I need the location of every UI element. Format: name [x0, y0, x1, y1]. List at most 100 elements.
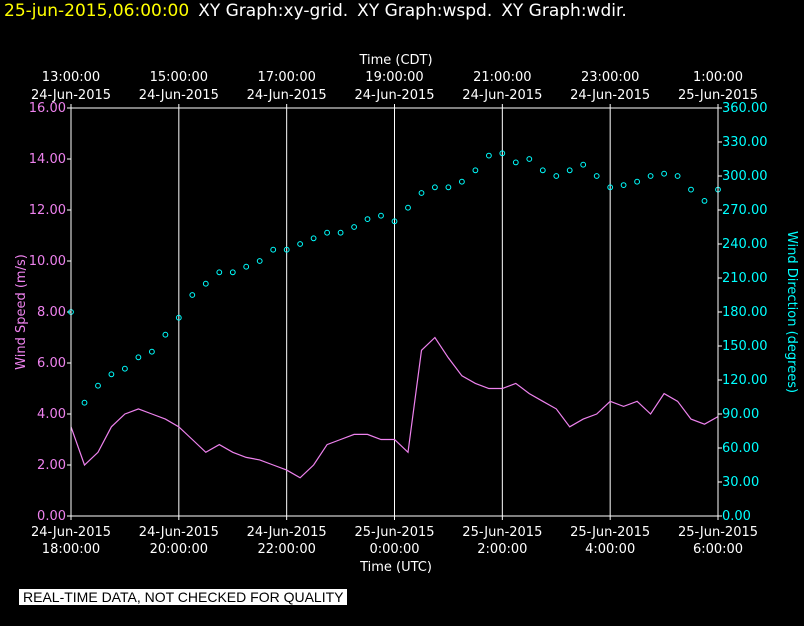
top-tick-date: 24-Jun-2015 — [247, 88, 327, 103]
right-tick-label: 180.00 — [722, 305, 768, 320]
top-tick-time: 21:00:00 — [473, 70, 531, 85]
left-tick-label: 0.00 — [37, 509, 66, 524]
wind-direction-point — [486, 152, 492, 159]
header-date: 25-jun-2015,06:00:00 — [4, 1, 190, 21]
wind-direction-point — [405, 204, 411, 211]
wind-direction-point — [593, 173, 600, 179]
wind-direction-point — [202, 280, 209, 287]
wind-direction-point — [297, 241, 304, 247]
header-title-wdir: XY Graph:wdir. — [501, 1, 627, 21]
bottom-tick-time: 0:00:00 — [369, 542, 419, 557]
wind-direction-point — [175, 314, 182, 321]
right-tick-label: 120.00 — [722, 373, 768, 388]
wind-direction-point — [149, 348, 155, 355]
right-tick-label: 90.00 — [722, 407, 759, 422]
wind-direction-point — [701, 198, 708, 204]
wind-direction-point — [270, 246, 277, 253]
top-tick-date: 24-Jun-2015 — [462, 88, 542, 103]
bottom-tick-date: 24-Jun-2015 — [139, 525, 219, 540]
plot-frame — [70, 107, 719, 517]
wind-direction-point — [256, 258, 263, 264]
wind-direction-point — [661, 170, 667, 177]
wind-direction-point — [122, 365, 128, 372]
wind-direction-point — [364, 216, 371, 223]
quality-notice: REAL-TIME DATA, NOT CHECKED FOR QUALITY — [19, 589, 348, 605]
wind-direction-point — [229, 269, 236, 276]
wind-direction-point — [580, 161, 587, 168]
wind-direction-point — [472, 167, 479, 174]
top-tick-date: 25-Jun-2015 — [678, 88, 758, 103]
right-tick-label: 0.00 — [722, 509, 751, 524]
bottom-tick-time: 22:00:00 — [257, 542, 315, 557]
wind-direction-point — [310, 235, 317, 242]
wind-direction-point — [620, 182, 627, 189]
wind-direction-point — [634, 178, 640, 185]
wind-direction-point — [378, 212, 384, 219]
right-tick-label: 240.00 — [722, 237, 768, 252]
top-tick-date: 24-Jun-2015 — [31, 88, 111, 103]
wind-direction-point — [674, 173, 681, 179]
bottom-tick-date: 25-Jun-2015 — [354, 525, 434, 540]
grid-lines — [178, 108, 611, 516]
wind-direction-point — [243, 263, 250, 270]
wind-direction-point — [283, 246, 290, 253]
top-tick-date: 24-Jun-2015 — [139, 88, 219, 103]
bottom-tick-time: 20:00:00 — [150, 542, 208, 557]
wind-direction-point — [688, 186, 694, 193]
wind-direction-point — [459, 178, 465, 185]
left-tick-label: 14.00 — [29, 152, 66, 167]
bottom-axis-title: Time (UTC) — [359, 560, 432, 575]
left-tick-label: 12.00 — [29, 203, 66, 218]
wind-direction-point — [135, 354, 142, 361]
wind-direction-point — [337, 229, 344, 236]
bottom-tick-date: 24-Jun-2015 — [31, 525, 111, 540]
right-tick-label: 300.00 — [722, 169, 768, 184]
bottom-tick-time: 6:00:00 — [693, 542, 743, 557]
bottom-tick-date: 24-Jun-2015 — [247, 525, 327, 540]
right-axis-title: Wind Direction (degrees) — [784, 231, 799, 393]
header-title-grid: XY Graph:xy-grid. — [198, 1, 349, 21]
right-tick-label: 210.00 — [722, 271, 768, 286]
wind-direction-point — [324, 229, 331, 236]
wind-direction-point — [391, 218, 398, 225]
right-tick-label: 30.00 — [722, 475, 759, 490]
top-axis-title: Time (CDT) — [358, 53, 432, 68]
wind-direction-point — [81, 399, 88, 406]
wind-direction-point — [553, 173, 560, 179]
wind-direction-point — [539, 167, 546, 174]
wind-direction-point — [216, 269, 223, 276]
header-title-wspd: XY Graph:wspd. — [357, 1, 493, 21]
plot-border — [70, 107, 719, 517]
bottom-tick-date: 25-Jun-2015 — [678, 525, 758, 540]
bottom-tick-date: 25-Jun-2015 — [462, 525, 542, 540]
bottom-tick-date: 25-Jun-2015 — [570, 525, 650, 540]
left-tick-label: 16.00 — [29, 101, 66, 116]
wind-direction-point — [189, 292, 196, 298]
chart-header: 25-jun-2015,06:00:00 XY Graph:xy-grid. XY … — [4, 0, 627, 22]
wind-direction-point — [95, 382, 101, 389]
wind-direction-point — [499, 150, 506, 157]
wind-direction-point — [445, 184, 452, 191]
wind-direction-point — [162, 331, 169, 338]
wind-direction-point — [566, 167, 573, 174]
top-tick-time: 17:00:00 — [257, 70, 315, 85]
wind-direction-point — [526, 156, 533, 162]
top-tick-date: 24-Jun-2015 — [570, 88, 650, 103]
wind-direction-point — [432, 184, 438, 191]
left-tick-label: 4.00 — [37, 407, 66, 422]
bottom-tick-time: 2:00:00 — [477, 542, 527, 557]
right-tick-label: 270.00 — [722, 203, 768, 218]
top-tick-time: 19:00:00 — [365, 70, 423, 85]
wind-direction-point — [108, 371, 115, 378]
left-axis-title: Wind Speed (m/s) — [14, 254, 29, 370]
right-tick-label: 60.00 — [722, 441, 759, 456]
left-tick-label: 6.00 — [37, 356, 66, 371]
wind-direction-point — [647, 173, 654, 179]
right-tick-label: 360.00 — [722, 101, 768, 116]
wind-speed-line — [70, 336, 719, 479]
wind-direction-point — [512, 159, 519, 166]
left-tick-label: 8.00 — [37, 305, 66, 320]
right-tick-label: 330.00 — [722, 135, 768, 150]
bottom-tick-time: 4:00:00 — [585, 542, 635, 557]
